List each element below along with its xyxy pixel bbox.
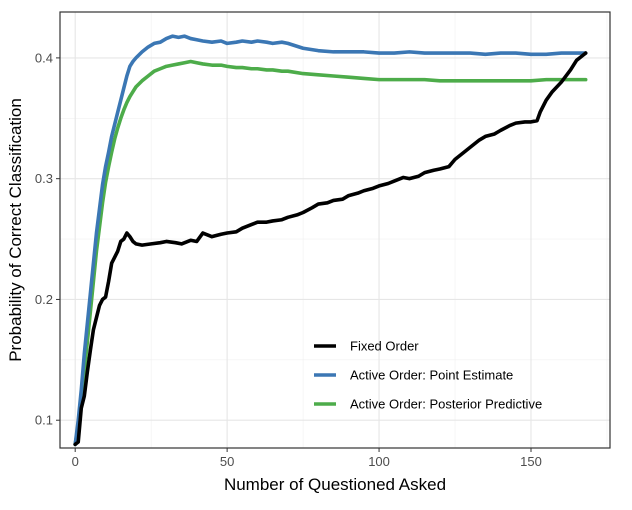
legend: Fixed Order Active Order: Point Estimate A…: [314, 339, 542, 412]
legend-label: Fixed Order: [350, 339, 419, 354]
x-tick-label: 100: [368, 454, 390, 469]
grid-minor: [60, 12, 610, 448]
y-tick-label: 0.4: [35, 50, 53, 65]
x-tick-label: 50: [220, 454, 234, 469]
x-axis-title: Number of Questioned Asked: [224, 475, 446, 494]
series-line-fixed-order: [73, 51, 588, 447]
grid-major: [60, 12, 610, 448]
legend-label: Active Order: Point Estimate: [350, 368, 513, 383]
x-axis-ticks: 0 50 100 150: [72, 448, 542, 469]
y-tick-label: 0.2: [35, 292, 53, 307]
legend-label: Active Order: Posterior Predictive: [350, 397, 542, 412]
y-axis-title: Probability of Correct Classification: [6, 98, 25, 362]
y-tick-label: 0.3: [35, 171, 53, 186]
y-axis-ticks: 0.1 0.2 0.3 0.4: [35, 50, 60, 428]
series-line-active-posterior-predictive: [73, 59, 588, 447]
x-tick-label: 150: [520, 454, 542, 469]
x-tick-label: 0: [72, 454, 79, 469]
panel-border: [59, 11, 611, 449]
y-tick-label: 0.1: [35, 413, 53, 428]
series-layer: [73, 34, 588, 447]
series-line-active-point-estimate: [73, 34, 588, 447]
